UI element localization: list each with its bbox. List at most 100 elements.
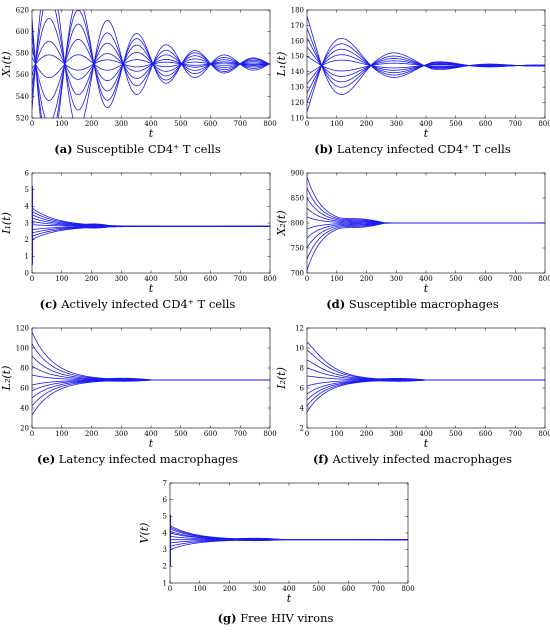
- x-tick-label: 500: [174, 120, 187, 128]
- caption-tag: (d): [326, 297, 346, 311]
- series-line-e-4: [32, 379, 270, 386]
- x-tick-label: 0: [30, 275, 34, 283]
- chart-panel-f: 0 100 200 300 400 500 600 700 800 2 4 6 8 10 12 t I₂(t) (…: [275, 320, 550, 475]
- x-axis-label: t: [149, 282, 154, 295]
- axes-frame-g: [169, 482, 409, 584]
- y-tick-label: 3: [25, 219, 29, 227]
- y-tick-label: 20: [20, 424, 29, 432]
- caption-text: Free HIV virons: [236, 611, 334, 625]
- x-tick-label: 100: [55, 120, 68, 128]
- chart-panel-b: 0 100 200 300 400 500 600 700 800 110 120 130 140 150…: [275, 0, 550, 165]
- x-tick-label: 100: [55, 275, 68, 283]
- x-tick-label: 400: [144, 430, 157, 438]
- series-line-f-9: [307, 341, 545, 381]
- figure-caption: (a) Susceptible CD4⁺ T cells: [0, 142, 275, 156]
- y-tick-label: 900: [291, 169, 304, 177]
- y-tick-label: 140: [291, 68, 304, 76]
- chart-svg-f: 0 100 200 300 400 500 600 700 800 2 4 6 8 10 12 t I₂(t): [275, 324, 550, 450]
- y-tick-label: 40: [20, 404, 29, 412]
- caption-tag: (f): [312, 452, 329, 466]
- x-tick-label: 600: [204, 430, 217, 438]
- series-line-a-4: [32, 54, 270, 71]
- x-tick-label: 600: [204, 275, 217, 283]
- y-tick-label: 6: [300, 384, 305, 392]
- x-tick-label: 700: [509, 275, 522, 283]
- x-tick-label: 800: [538, 430, 550, 438]
- x-tick-label: 600: [342, 585, 355, 593]
- axes-frame-e: [31, 327, 271, 429]
- x-tick-label: 0: [305, 275, 309, 283]
- x-tick-label: 100: [330, 430, 343, 438]
- y-tick-label: 160: [291, 37, 304, 45]
- series-line-a-1: [32, 10, 270, 111]
- series-line-e-7: [32, 355, 270, 381]
- chart-svg-c: 0 100 200 300 400 500 600 700 800 0 1 2 3 4 5 6 t I₁(t): [0, 169, 277, 295]
- y-axis-label: I₂(t): [275, 367, 288, 390]
- chart-svg-b: 0 100 200 300 400 500 600 700 800 110 120 130 140 150…: [275, 6, 550, 140]
- y-tick-label: 750: [291, 244, 304, 252]
- caption-tag: (a): [54, 142, 73, 156]
- axes-frame-b: [306, 9, 546, 119]
- x-tick-label: 100: [55, 430, 68, 438]
- y-tick-label: 3: [163, 546, 167, 554]
- x-tick-label: 100: [330, 120, 343, 128]
- x-tick-label: 500: [312, 585, 325, 593]
- chart-panel-g: 0 100 200 300 400 500 600 700 800 1 2 3 4 5 6 7 t V(t) (g)…: [138, 475, 415, 632]
- series-line-b-8: [307, 28, 545, 88]
- y-tick-label: 6: [25, 169, 30, 177]
- y-tick-label: 850: [291, 194, 304, 202]
- caption-text: Latency infected macrophages: [55, 452, 239, 466]
- series-line-f-7: [307, 359, 545, 381]
- y-axis-label: V(t): [138, 523, 151, 544]
- x-axis-label: t: [424, 127, 429, 140]
- caption-text: Latency infected CD4⁺ T cells: [333, 142, 511, 156]
- x-tick-label: 600: [479, 275, 492, 283]
- y-tick-label: 520: [16, 114, 29, 122]
- series-line-a-2: [32, 18, 270, 96]
- chart-panel-e: 0 100 200 300 400 500 600 700 800 20 40 60 80 100 120 t…: [0, 320, 277, 475]
- y-tick-label: 80: [20, 364, 29, 372]
- y-tick-label: 7: [163, 479, 167, 487]
- series-line-a-9: [32, 10, 270, 118]
- x-tick-label: 700: [234, 430, 247, 438]
- y-tick-label: 60: [20, 384, 29, 392]
- x-tick-label: 0: [305, 120, 309, 128]
- y-tick-label: 580: [16, 50, 29, 58]
- chart-svg-g: 0 100 200 300 400 500 600 700 800 1 2 3 4 5 6 7 t V(t): [138, 479, 415, 605]
- y-axis-label: I₁(t): [0, 212, 13, 235]
- y-tick-label: 800: [291, 219, 304, 227]
- x-tick-label: 200: [223, 585, 236, 593]
- x-tick-label: 200: [85, 120, 98, 128]
- series-line-a-3: [32, 40, 270, 80]
- x-tick-label: 700: [234, 120, 247, 128]
- figure-caption: (c) Actively infected CD4⁺ T cells: [0, 297, 275, 311]
- figure-caption: (e) Latency infected macrophages: [0, 452, 275, 466]
- chart-panel-a: 0 100 200 300 400 500 600 700 800 520 540 560 580 600…: [0, 0, 277, 165]
- y-tick-label: 4: [300, 404, 305, 412]
- series-line-g-9: [170, 525, 408, 541]
- y-axis-label: L₂(t): [0, 366, 13, 392]
- series-line-f-1: [307, 379, 545, 407]
- x-tick-label: 0: [30, 120, 34, 128]
- series-line-d-8: [307, 187, 545, 224]
- x-tick-label: 400: [419, 120, 432, 128]
- y-axis-label: X₂(t): [275, 210, 288, 236]
- x-tick-label: 200: [360, 430, 373, 438]
- x-tick-label: 700: [509, 430, 522, 438]
- y-tick-label: 560: [16, 71, 29, 79]
- y-tick-label: 110: [291, 114, 304, 122]
- y-tick-label: 4: [25, 203, 30, 211]
- caption-tag: (c): [39, 297, 58, 311]
- series-line-e-2: [32, 379, 270, 399]
- y-tick-label: 180: [291, 6, 304, 14]
- series-line-a-6: [32, 39, 270, 101]
- x-tick-label: 0: [168, 585, 172, 593]
- x-tick-label: 800: [401, 585, 414, 593]
- x-tick-label: 700: [509, 120, 522, 128]
- x-tick-label: 600: [479, 120, 492, 128]
- y-tick-label: 1: [25, 253, 29, 261]
- x-tick-label: 700: [234, 275, 247, 283]
- x-tick-label: 800: [538, 120, 550, 128]
- series-line-b-4: [307, 59, 545, 76]
- y-tick-label: 2: [25, 236, 29, 244]
